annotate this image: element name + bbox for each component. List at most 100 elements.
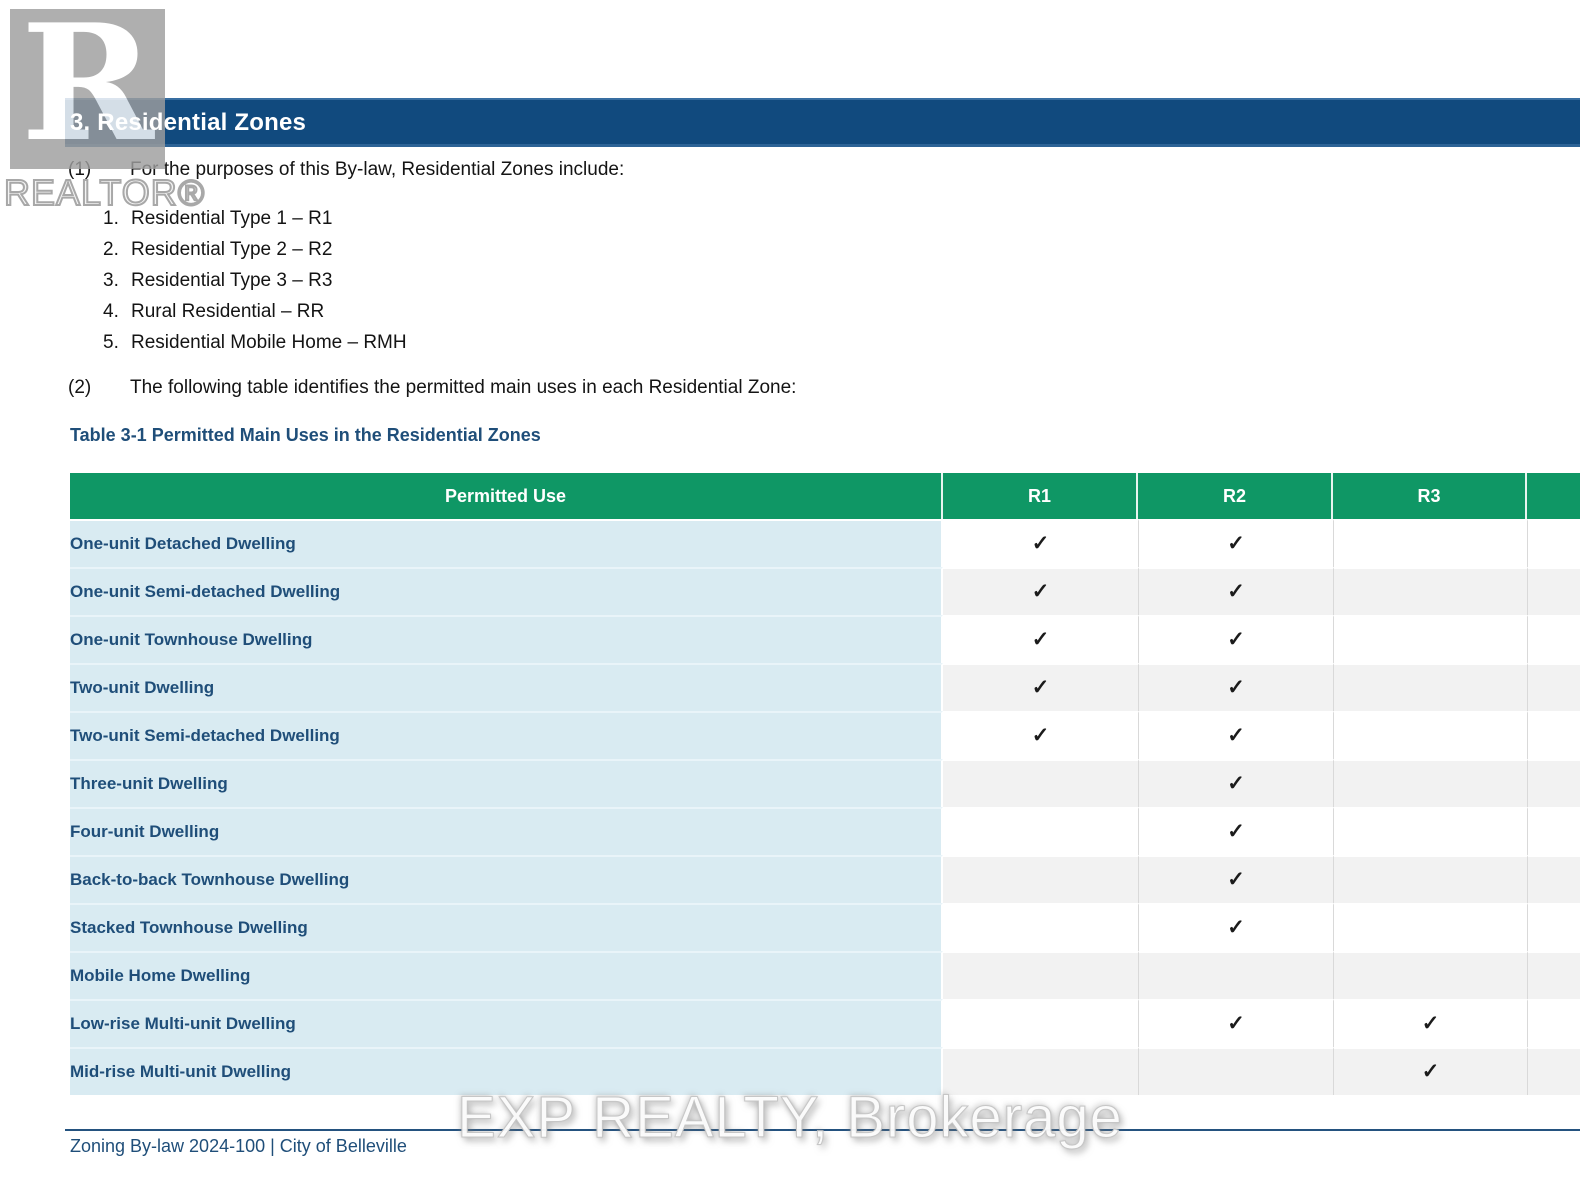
footer-document-title: Zoning By-law 2024-100 | City of Bellevi… [70, 1136, 407, 1156]
permitted-uses-tbody: One-unit Detached Dwelling ✓ ✓ One-unit Sem… [70, 519, 1580, 1095]
zone-cell-r1 [943, 759, 1138, 807]
realtor-wordmark: REALTOR® [3, 171, 206, 214]
zone-list-item: 1. Residential Type 1 – R1 [103, 203, 407, 234]
cutoff-cell [1527, 999, 1580, 1047]
zone-list-label: Residential Type 3 – R3 [131, 270, 333, 291]
zone-cell-r2 [1138, 1047, 1333, 1095]
zone-cell-r3 [1333, 855, 1527, 903]
permitted-use-cell: Two-unit Dwelling [70, 663, 943, 711]
cutoff-cell [1527, 663, 1580, 711]
check-icon: ✓ [1227, 724, 1245, 747]
cutoff-cell [1527, 855, 1580, 903]
zone-list-item: 4. Rural Residential – RR [103, 296, 407, 327]
zone-cell-r3 [1333, 615, 1527, 663]
zone-cell-r1 [943, 855, 1138, 903]
permitted-use-cell: One-unit Townhouse Dwelling [70, 615, 943, 663]
check-icon: ✓ [1421, 1012, 1440, 1035]
permitted-use-cell: Stacked Townhouse Dwelling [70, 903, 943, 951]
zone-cell-r3 [1333, 519, 1527, 567]
cutoff-cell [1527, 567, 1580, 615]
cutoff-cell [1527, 759, 1580, 807]
zone-list-label: Residential Type 2 – R2 [131, 239, 333, 260]
zone-cell-r2 [1138, 951, 1333, 999]
table-row: One-unit Townhouse Dwelling ✓ ✓ [70, 615, 1580, 663]
zone-cell-r3 [1333, 951, 1527, 999]
zone-list-label: Residential Mobile Home – RMH [131, 332, 407, 353]
check-icon: ✓ [1031, 676, 1050, 699]
table-caption: Table 3-1 Permitted Main Uses in the Res… [70, 425, 541, 445]
check-icon: ✓ [1031, 724, 1050, 747]
table-row: Two-unit Dwelling ✓ ✓ [70, 663, 1580, 711]
check-icon: ✓ [1227, 1012, 1245, 1035]
cutoff-cell [1527, 519, 1580, 567]
zone-list: 1. Residential Type 1 – R1 2. Residential T… [103, 203, 407, 358]
table-row: Stacked Townhouse Dwelling ✓ [70, 903, 1580, 951]
table-row: Mobile Home Dwelling [70, 951, 1580, 999]
zone-cell-r1: ✓ [943, 567, 1138, 615]
check-icon: ✓ [1227, 868, 1245, 891]
realtor-r-icon: R [21, 0, 154, 177]
section-header-bar [65, 98, 1580, 147]
check-icon: ✓ [1227, 532, 1245, 555]
permitted-use-cell: Low-rise Multi-unit Dwelling [70, 999, 943, 1047]
check-icon: ✓ [1031, 532, 1050, 555]
permitted-use-cell: Three-unit Dwelling [70, 759, 943, 807]
check-icon: ✓ [1421, 1060, 1440, 1083]
zone-cell-r2: ✓ [1138, 663, 1333, 711]
check-icon: ✓ [1227, 580, 1245, 603]
zone-cell-r3 [1333, 807, 1527, 855]
zone-cell-r1 [943, 1047, 1138, 1095]
zone-cell-r1: ✓ [943, 663, 1138, 711]
zone-cell-r1: ✓ [943, 615, 1138, 663]
zone-list-number: 4. [103, 301, 119, 322]
check-icon: ✓ [1227, 916, 1245, 939]
permitted-use-cell: Back-to-back Townhouse Dwelling [70, 855, 943, 903]
column-header-r1: R1 [943, 473, 1138, 519]
zone-cell-r1 [943, 951, 1138, 999]
table-row: Low-rise Multi-unit Dwelling ✓ ✓ [70, 999, 1580, 1047]
table-row: Back-to-back Townhouse Dwelling ✓ [70, 855, 1580, 903]
column-header-cutoff [1527, 473, 1580, 519]
zone-cell-r2: ✓ [1138, 855, 1333, 903]
zone-cell-r2: ✓ [1138, 903, 1333, 951]
permitted-use-cell: Mobile Home Dwelling [70, 951, 943, 999]
permitted-use-cell: One-unit Detached Dwelling [70, 519, 943, 567]
zone-cell-r1 [943, 807, 1138, 855]
zone-list-label: Residential Type 1 – R1 [131, 208, 333, 229]
permitted-use-cell: Four-unit Dwelling [70, 807, 943, 855]
column-header-r2: R2 [1138, 473, 1333, 519]
zone-cell-r1: ✓ [943, 711, 1138, 759]
column-header-r3: R3 [1333, 473, 1527, 519]
check-icon: ✓ [1227, 772, 1245, 795]
zone-cell-r3 [1333, 759, 1527, 807]
permitted-uses-table: Permitted Use R1 R2 R3 One-unit Detached… [70, 473, 1580, 1095]
table-row: One-unit Semi-detached Dwelling ✓ ✓ [70, 567, 1580, 615]
zone-cell-r3 [1333, 663, 1527, 711]
zone-list-number: 1. [103, 208, 119, 229]
zone-list-label: Rural Residential – RR [131, 301, 325, 322]
zone-cell-r3 [1333, 567, 1527, 615]
check-icon: ✓ [1031, 580, 1050, 603]
check-icon: ✓ [1227, 676, 1245, 699]
cutoff-cell [1527, 903, 1580, 951]
cutoff-cell [1527, 951, 1580, 999]
cutoff-cell [1527, 807, 1580, 855]
zone-list-number: 3. [103, 270, 119, 291]
zone-cell-r2: ✓ [1138, 999, 1333, 1047]
table-row: Three-unit Dwelling ✓ [70, 759, 1580, 807]
permitted-use-cell: One-unit Semi-detached Dwelling [70, 567, 943, 615]
table-row: Four-unit Dwelling ✓ [70, 807, 1580, 855]
footer-rule [65, 1129, 1580, 1131]
zone-cell-r3 [1333, 711, 1527, 759]
zone-cell-r2: ✓ [1138, 615, 1333, 663]
zone-cell-r2: ✓ [1138, 711, 1333, 759]
check-icon: ✓ [1227, 820, 1245, 843]
clause-2-text: The following table identifies the permi… [130, 377, 797, 398]
table-header-row: Permitted Use R1 R2 R3 [70, 473, 1580, 519]
table-row: One-unit Detached Dwelling ✓ ✓ [70, 519, 1580, 567]
realtor-logo: R [10, 3, 165, 169]
zone-cell-r2: ✓ [1138, 759, 1333, 807]
table-row: Two-unit Semi-detached Dwelling ✓ ✓ [70, 711, 1580, 759]
zone-cell-r1 [943, 999, 1138, 1047]
